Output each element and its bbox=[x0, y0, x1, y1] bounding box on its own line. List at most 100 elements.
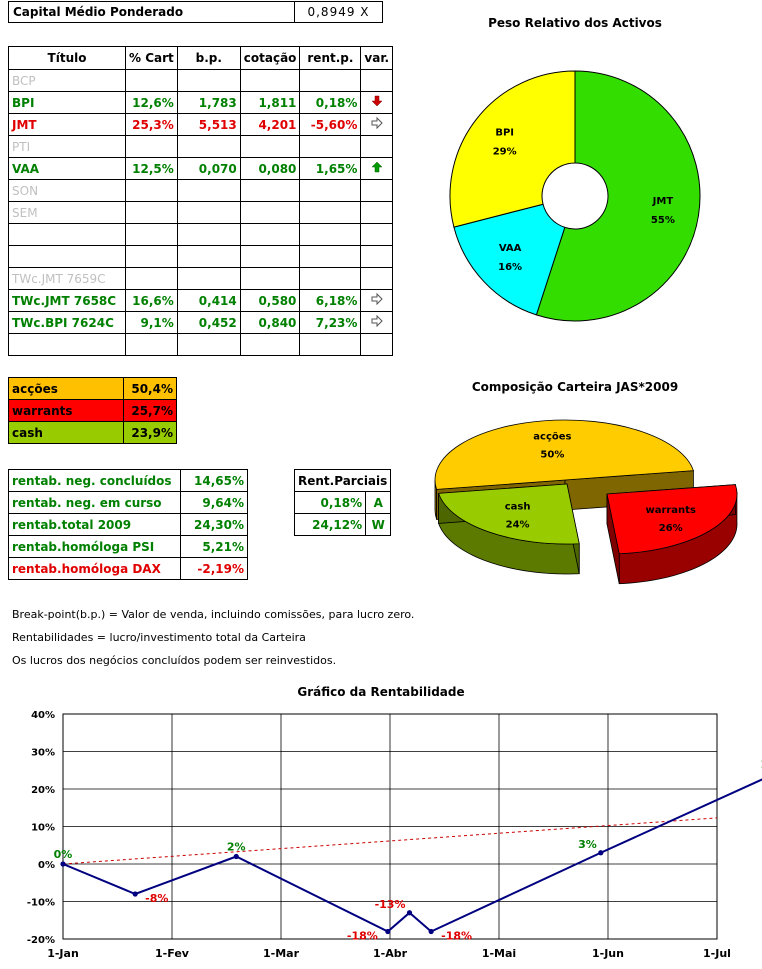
holdings-table: Título % Cart b.p. cotação rent.p. var. … bbox=[8, 46, 394, 356]
asset-rent: 0,18% bbox=[299, 91, 362, 114]
asset-name: TWc.JMT 7658C bbox=[8, 289, 126, 312]
var-right-arrow-icon bbox=[360, 289, 394, 312]
rentab-value: -2,19% bbox=[180, 557, 248, 580]
rent-parcial-value: 0,18% bbox=[293, 491, 367, 514]
var-right-arrow-icon bbox=[360, 113, 394, 136]
asset-cart bbox=[125, 69, 178, 92]
y-tick-label: -20% bbox=[27, 935, 55, 946]
composition-row: cash 23,9% bbox=[8, 421, 177, 444]
x-tick-label: 1-Mar bbox=[263, 947, 300, 960]
asset-bp bbox=[176, 179, 241, 202]
pie3d-slice-label: cash bbox=[505, 501, 531, 512]
asset-cotacao: 1,811 bbox=[239, 91, 301, 114]
asset-cart bbox=[125, 223, 178, 246]
data-point bbox=[385, 928, 391, 935]
asset-cart bbox=[125, 267, 178, 290]
asset-cotacao bbox=[239, 267, 301, 290]
holdings-row: TWc.JMT 7658C 16,6% 0,414 0,580 6,18% bbox=[8, 289, 394, 312]
rent-parcial-tag: A bbox=[365, 491, 392, 514]
asset-bp bbox=[176, 333, 241, 356]
composition-row: acções 50,4% bbox=[8, 377, 177, 400]
asset-var bbox=[360, 179, 394, 202]
composition-label: warrants bbox=[8, 399, 124, 422]
asset-bp bbox=[176, 267, 241, 290]
donut-slice-label: JMT bbox=[652, 196, 674, 207]
asset-name bbox=[8, 245, 126, 268]
data-point bbox=[132, 891, 138, 897]
asset-cotacao bbox=[239, 135, 301, 158]
asset-rent bbox=[299, 267, 362, 290]
asset-var bbox=[360, 267, 394, 290]
asset-name: VAA bbox=[8, 157, 126, 180]
rent-parcial-value: 24,12% bbox=[293, 513, 367, 536]
asset-var bbox=[360, 333, 394, 356]
rentab-value: 9,64% bbox=[180, 491, 248, 514]
x-tick-label: 1-Jun bbox=[592, 947, 624, 960]
asset-rent: 1,65% bbox=[299, 157, 362, 180]
capital-value: 0,8949 X bbox=[294, 1, 383, 23]
rent-parciais-row: 24,12% W bbox=[293, 513, 392, 536]
pie3d-chart-title: Composição Carteira JAS*2009 bbox=[471, 380, 679, 394]
rent-parciais-row: 0,18% A bbox=[293, 491, 392, 514]
pie3d-slice-cash bbox=[438, 483, 580, 545]
arrow-right-icon bbox=[371, 292, 383, 306]
pie3d-slice-value: 24% bbox=[506, 519, 530, 530]
capital-label: Capital Médio Ponderado bbox=[8, 1, 295, 23]
rentab-table: rentab. neg. concluídos 14,65% rentab. neg… bbox=[8, 469, 248, 580]
asset-rent bbox=[299, 179, 362, 202]
capital-summary: Capital Médio Ponderado 0,8949 X bbox=[8, 1, 383, 23]
donut-chart-title: Peso Relativo dos Activos bbox=[488, 16, 662, 30]
pie3d-slice-value: 50% bbox=[540, 449, 564, 460]
rentab-row: rentab.homóloga DAX -2,19% bbox=[8, 557, 248, 580]
asset-bp: 1,783 bbox=[176, 91, 241, 114]
note-rentabilidades: Rentabilidades = lucro/investimento tota… bbox=[12, 631, 306, 644]
asset-var bbox=[360, 135, 394, 158]
asset-name: SON bbox=[8, 179, 126, 202]
asset-cotacao bbox=[239, 179, 301, 202]
y-tick-label: 30% bbox=[31, 748, 55, 759]
asset-cotacao: 0,580 bbox=[239, 289, 301, 312]
var-up-arrow-icon bbox=[360, 157, 394, 180]
asset-bp bbox=[176, 223, 241, 246]
line-chart: 40% 30% 20% 10% 0% -10% -20%1-Jan 1-Fev 1-Mar 1-A… bbox=[27, 710, 762, 960]
holdings-row: SEM bbox=[8, 201, 394, 224]
col-cart: % Cart bbox=[125, 46, 178, 70]
y-tick-label: -10% bbox=[27, 898, 55, 909]
composition-label: acções bbox=[8, 377, 124, 400]
asset-cart bbox=[125, 135, 178, 158]
composition-value: 50,4% bbox=[123, 377, 177, 400]
asset-bp bbox=[176, 201, 241, 224]
data-point bbox=[406, 910, 413, 916]
x-tick-label: 1-Jul bbox=[703, 947, 731, 960]
asset-cotacao bbox=[239, 333, 301, 356]
line-chart-title: Gráfico da Rentabilidade bbox=[297, 685, 465, 699]
composition-table: acções 50,4% warrants 25,7% cash 23,9% bbox=[8, 377, 177, 444]
asset-bp: 0,452 bbox=[176, 311, 241, 334]
rentab-value: 24,30% bbox=[180, 513, 248, 536]
asset-cart bbox=[125, 333, 178, 356]
var-down-arrow-icon bbox=[360, 91, 394, 114]
arrow-right-icon bbox=[371, 116, 383, 130]
y-tick-label: 40% bbox=[31, 710, 55, 721]
asset-rent bbox=[299, 135, 362, 158]
asset-rent bbox=[299, 69, 362, 92]
asset-rent: 7,23% bbox=[299, 311, 362, 334]
y-tick-label: 10% bbox=[31, 823, 55, 834]
asset-name: TWc.BPI 7624C bbox=[8, 311, 126, 334]
pie3d-chart: acções 50% warrants 26% cash 24% bbox=[434, 419, 738, 585]
asset-bp: 0,070 bbox=[176, 157, 241, 180]
x-tick-label: 1-Jan bbox=[47, 947, 79, 960]
arrow-right-icon bbox=[371, 314, 383, 328]
col-titulo: Título bbox=[8, 46, 126, 70]
asset-bp bbox=[176, 135, 241, 158]
composition-label: cash bbox=[8, 421, 124, 444]
holdings-row: TWc.BPI 7624C 9,1% 0,452 0,840 7,23% bbox=[8, 311, 394, 334]
holdings-row bbox=[8, 245, 394, 268]
note-lucros: Os lucros dos negócios concluídos podem … bbox=[12, 654, 337, 667]
asset-cart bbox=[125, 245, 178, 268]
pie3d-slice-label: acções bbox=[533, 431, 571, 442]
rentab-row: rentab.total 2009 24,30% bbox=[8, 513, 248, 536]
pie3d-slice-label: warrants bbox=[645, 505, 695, 516]
asset-name bbox=[8, 223, 126, 246]
holdings-row: TWc.JMT 7659C bbox=[8, 267, 394, 290]
